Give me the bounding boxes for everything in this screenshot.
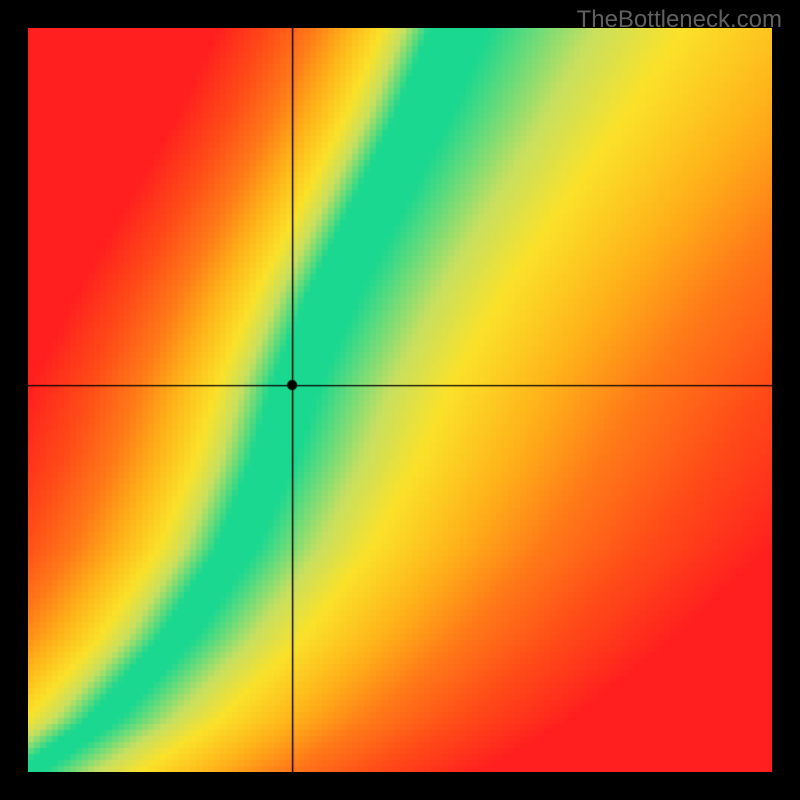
bottleneck-heatmap (28, 28, 772, 772)
chart-container: { "watermark": "TheBottleneck.com", "cha… (0, 0, 800, 800)
